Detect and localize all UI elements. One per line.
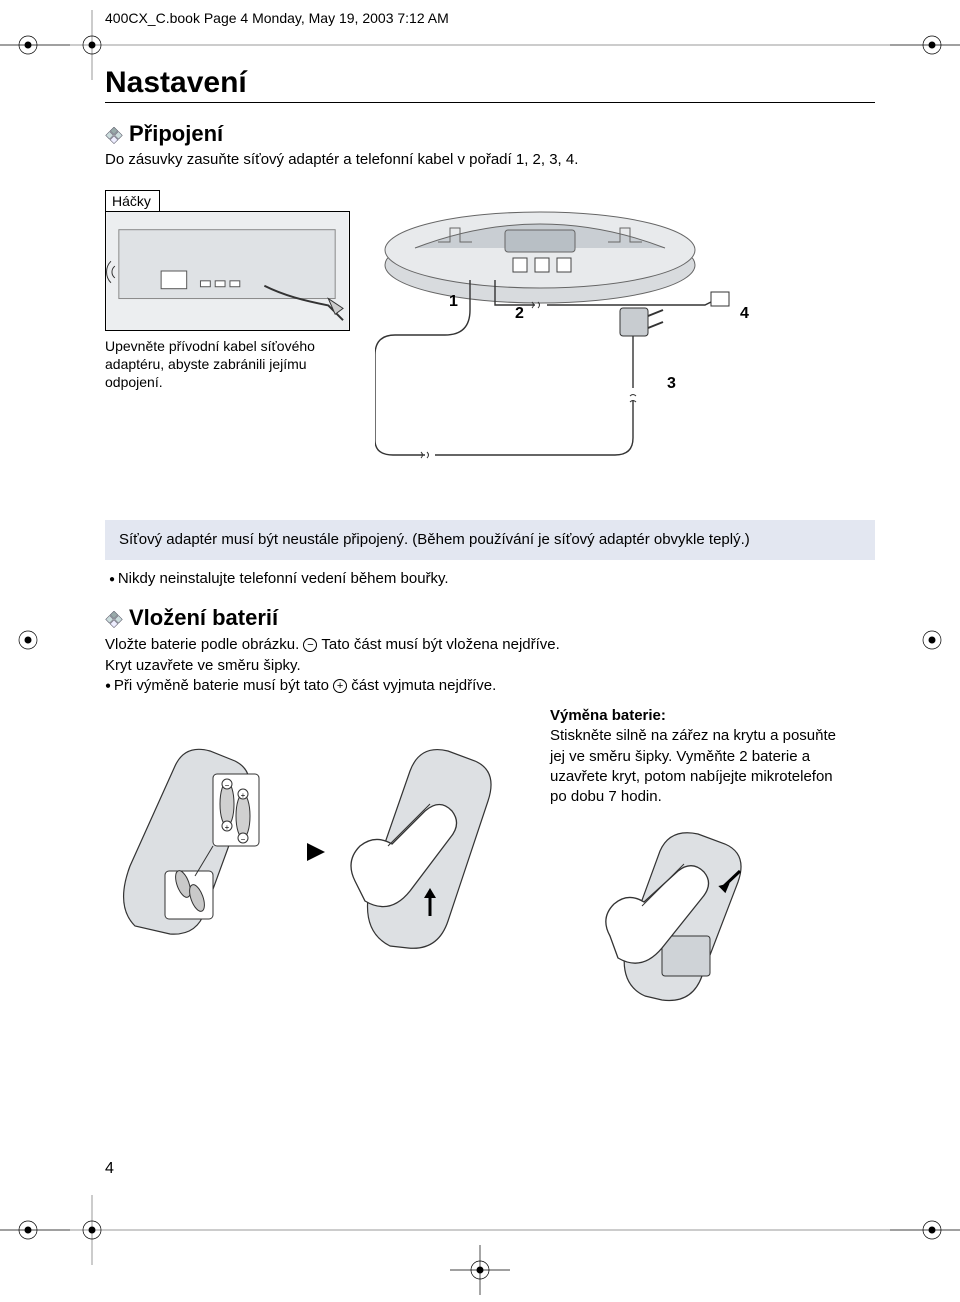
battery-replace-text: Výměna baterie: Stiskněte silně na zářez… xyxy=(550,706,850,807)
label-1: 1 xyxy=(449,293,458,311)
page-title: Nastavení xyxy=(105,66,875,103)
section-connection-heading: Připojení xyxy=(105,121,875,147)
svg-text:−: − xyxy=(241,835,246,844)
label-3: 3 xyxy=(667,375,676,393)
section-heading-text: Vložení baterií xyxy=(129,605,278,631)
svg-text:−: − xyxy=(225,781,230,790)
diamond-icon xyxy=(105,125,123,143)
print-header: 400CX_C.book Page 4 Monday, May 19, 2003… xyxy=(105,10,875,26)
battery-diagram: − + + − Výměna baterie: Stiskněte silně … xyxy=(105,706,875,1006)
arrow-icon xyxy=(305,841,327,863)
section-heading-text: Připojení xyxy=(129,121,223,147)
page-number: 4 xyxy=(105,1160,114,1178)
section-battery-heading: Vložení baterií xyxy=(105,605,875,631)
hooks-caption: Upevněte přívodní kabel síťového adaptér… xyxy=(105,337,350,392)
minus-icon: − xyxy=(303,638,317,652)
label-2: 2 xyxy=(515,305,524,323)
adapter-note: Síťový adaptér musí být neustále připoje… xyxy=(105,520,875,560)
handset-close-illustration xyxy=(330,716,540,966)
svg-text:+: + xyxy=(225,823,230,832)
battery-line1: Vložte baterie podle obrázku. − Tato čás… xyxy=(105,635,875,655)
label-4: 4 xyxy=(740,305,749,323)
hooks-illustration xyxy=(105,211,350,331)
handset-open-illustration: − + + − xyxy=(105,726,305,956)
battery-line2: Kryt uzavřete ve směru šipky. xyxy=(105,656,875,676)
battery-bullet: ● Při výměně baterie musí být tato + čás… xyxy=(105,676,875,696)
wiring-illustration xyxy=(375,280,845,480)
svg-text:+: + xyxy=(241,791,246,800)
handset-press-illustration xyxy=(590,816,800,1016)
plus-icon: + xyxy=(333,679,347,693)
storm-warning: Nikdy neinstalujte telefonní vedení běhe… xyxy=(105,570,875,587)
connection-intro: Do zásuvky zasuňte síťový adaptér a tele… xyxy=(105,151,875,168)
connection-diagram: Háčky Upevněte přívodní kabel síťového a… xyxy=(105,180,875,500)
hooks-label: Háčky xyxy=(105,190,160,211)
diamond-icon xyxy=(105,609,123,627)
